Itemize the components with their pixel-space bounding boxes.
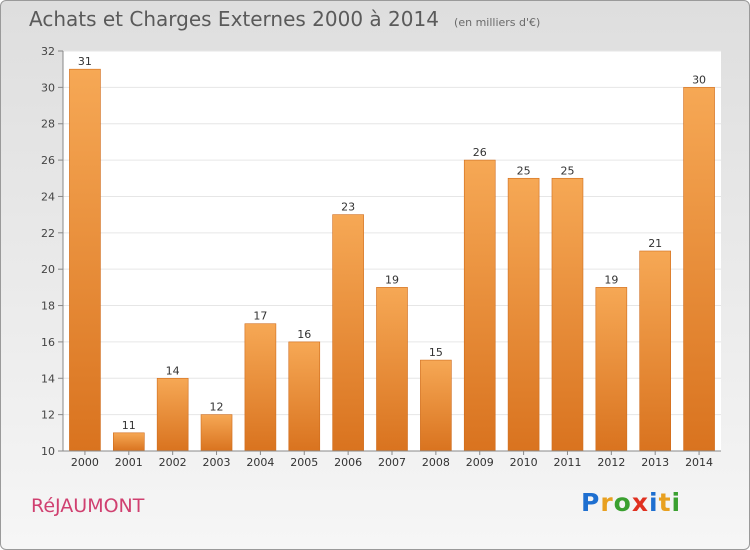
x-tick-label: 2013 <box>641 456 669 469</box>
bar-value-label: 17 <box>253 310 267 323</box>
value-labels: 31 11 14 12 17 16 23 19 15 26 25 25 19 21 30 <box>78 55 706 432</box>
y-tick-label: 32 <box>41 45 55 58</box>
axes <box>62 51 721 452</box>
y-tick-label: 28 <box>41 118 55 131</box>
bar-value-label: 21 <box>648 237 662 250</box>
x-tick-label: 2000 <box>71 456 99 469</box>
y-tick-label: 18 <box>41 300 55 313</box>
bar-value-label: 23 <box>341 201 355 214</box>
y-tick-label: 10 <box>41 445 55 458</box>
bar <box>200 414 233 452</box>
x-tick-label: 2002 <box>159 456 187 469</box>
chart-unit: (en milliers d'€) <box>454 16 541 29</box>
bar-value-label: 16 <box>297 328 311 341</box>
y-tick-labels: 10 12 14 16 18 20 22 24 26 28 30 32 <box>41 45 63 458</box>
bar <box>69 68 101 452</box>
proxiti-logo: Proxiti <box>581 488 681 517</box>
x-tick-label: 2008 <box>422 456 450 469</box>
bar <box>639 250 672 452</box>
bar <box>683 87 715 452</box>
bar <box>463 159 496 452</box>
y-tick-label: 24 <box>41 190 55 203</box>
logo-letter: P <box>581 488 601 517</box>
bar <box>288 341 321 452</box>
bar <box>156 377 189 452</box>
bars <box>69 68 715 452</box>
bar-value-label: 11 <box>122 419 136 432</box>
commune-name: RéJAUMONT <box>31 495 145 517</box>
y-tick-label: 30 <box>41 81 55 94</box>
chart-title: Achats et Charges Externes 2000 à 2014 <box>29 7 439 31</box>
bar <box>551 177 584 452</box>
logo-letter: x <box>631 488 649 517</box>
bar <box>113 432 145 452</box>
x-tick-label: 2004 <box>246 456 274 469</box>
bar-value-label: 25 <box>517 164 531 177</box>
logo-letter: i <box>649 488 659 517</box>
y-tick-label: 22 <box>41 227 55 240</box>
y-tick-label: 16 <box>41 336 55 349</box>
bar-value-label: 30 <box>692 73 706 86</box>
bar-value-label: 26 <box>473 146 487 159</box>
logo-letter: r <box>600 488 614 517</box>
logo-letter: o <box>613 488 632 517</box>
x-tick-label: 2014 <box>685 456 713 469</box>
x-tick-label: 2011 <box>553 456 581 469</box>
bar-value-label: 15 <box>429 346 443 359</box>
logo-letter: i <box>671 488 682 517</box>
logo-letter: t <box>658 488 672 517</box>
x-tick-labels: 2000 2001 2002 2003 2004 2005 2006 2007 2008 2009… <box>71 451 713 469</box>
bar <box>507 177 540 452</box>
bar-value-label: 19 <box>604 273 618 286</box>
x-tick-label: 2010 <box>510 456 538 469</box>
bar-value-label: 12 <box>210 401 224 414</box>
bar-value-label: 19 <box>385 273 399 286</box>
y-tick-label: 26 <box>41 154 55 167</box>
x-tick-label: 2001 <box>115 456 143 469</box>
bar-value-label: 31 <box>78 55 92 68</box>
x-tick-label: 2005 <box>290 456 318 469</box>
bar <box>244 323 277 452</box>
bar <box>595 287 628 452</box>
x-tick-label: 2006 <box>334 456 362 469</box>
x-tick-label: 2012 <box>597 456 625 469</box>
y-tick-label: 20 <box>41 263 55 276</box>
y-tick-label: 14 <box>41 372 55 385</box>
y-tick-label: 12 <box>41 409 55 422</box>
bar <box>420 359 452 452</box>
x-tick-label: 2009 <box>466 456 494 469</box>
bar <box>332 214 364 452</box>
bar-value-label: 14 <box>166 364 180 377</box>
bar <box>376 287 408 452</box>
title-block: Achats et Charges Externes 2000 à 2014 (… <box>29 7 540 31</box>
bar-value-label: 25 <box>560 164 574 177</box>
x-tick-label: 2007 <box>378 456 406 469</box>
x-tick-label: 2003 <box>203 456 231 469</box>
